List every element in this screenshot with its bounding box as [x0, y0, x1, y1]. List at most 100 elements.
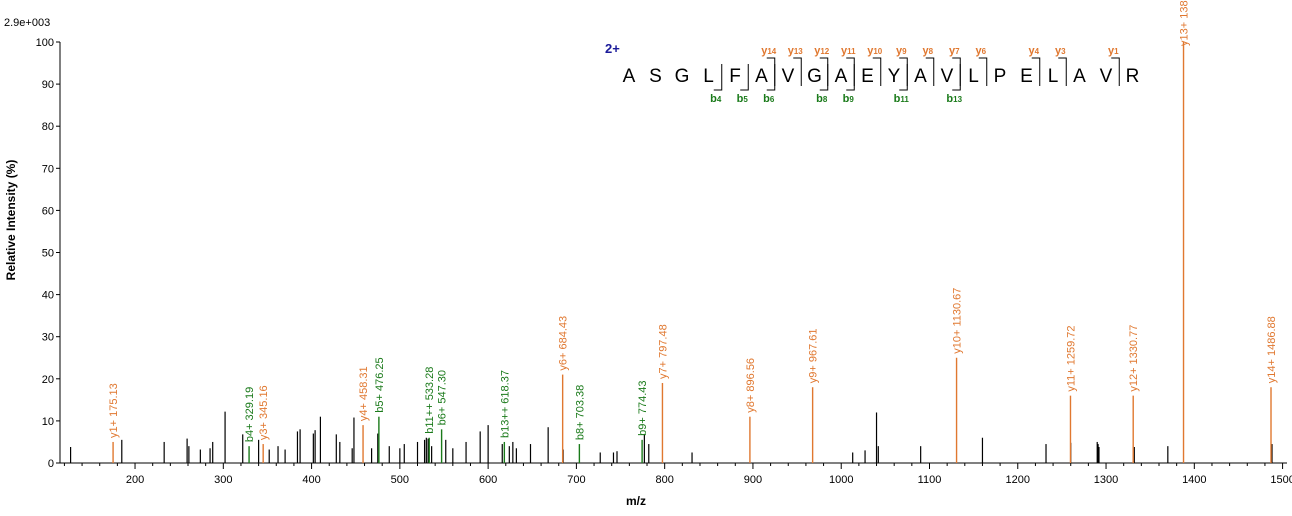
b-ion-label: b4+ 329.19: [244, 387, 256, 442]
y-fragment-label: y1: [1108, 45, 1119, 57]
x-tick-label: 200: [126, 474, 144, 486]
sequence-residue: G: [675, 66, 690, 87]
y-fragment-label: y7: [949, 45, 960, 57]
y-fragment-bracket: [1111, 57, 1120, 86]
b-fragment-label: b13: [946, 93, 962, 105]
y-fragment-label: y10: [867, 45, 883, 57]
y-fragment-bracket: [952, 57, 961, 86]
x-tick-label: 700: [567, 474, 585, 486]
y-tick-label: 50: [42, 248, 54, 260]
y-fragment-bracket: [1031, 57, 1041, 86]
sequence-residue: F: [729, 66, 741, 87]
charge-state-label: 2+: [605, 41, 620, 56]
y-fragment-bracket: [793, 57, 802, 86]
y-fragment-bracket: [766, 57, 776, 86]
b-fragment-number: 13: [953, 95, 962, 104]
sequence-residue: A: [914, 66, 927, 87]
y-fragment-number: 7: [955, 47, 960, 56]
y-fragment-number: 4: [1035, 47, 1040, 56]
y-fragment-label: y4: [1028, 45, 1039, 57]
x-tick-label: 1400: [1182, 474, 1206, 486]
y-fragment-number: 6: [982, 47, 987, 56]
y-ion-label: y1+ 175.13: [108, 383, 120, 438]
sequence-residue: L: [968, 66, 979, 87]
b-fragment-bracket: [766, 64, 776, 91]
y-fragment-bracket: [872, 57, 882, 86]
b-ion-label: b11++ 533.28: [424, 367, 436, 434]
y-ion-label: y7+ 797.48: [657, 324, 669, 379]
b-fragment-bracket: [819, 64, 829, 91]
b-fragment-label: b9: [843, 93, 855, 105]
y-fragment-number: 10: [873, 47, 882, 56]
b-fragment-number: 8: [823, 95, 828, 104]
y-fragment-label: y12: [814, 45, 830, 57]
y-ion-label: y8+ 896.56: [745, 358, 757, 413]
sequence-residue: E: [1020, 66, 1033, 87]
y-tick-label: 90: [42, 79, 54, 91]
y-fragment-bracket: [899, 57, 908, 86]
y-fragment-bracket: [1058, 57, 1067, 86]
sequence-residue: L: [703, 66, 714, 87]
y-fragment-label: y8: [922, 45, 933, 57]
y-tick-label: 0: [48, 458, 54, 470]
x-axis-title: m/z: [626, 494, 646, 508]
peaks: [69, 42, 1273, 463]
sequence-residue: Y: [888, 66, 901, 87]
b-fragment-bracket: [952, 64, 961, 91]
y-tick-label: 10: [42, 416, 54, 428]
y-fragment-label: y11: [841, 45, 856, 57]
sequence-residue: E: [861, 66, 874, 87]
y-fragment-number: 9: [902, 47, 907, 56]
sequence-residue: V: [782, 66, 795, 87]
sequence-residue: S: [649, 66, 662, 87]
x-tick-label: 1300: [1094, 474, 1118, 486]
b-ion-label: b6+ 547.30: [437, 370, 449, 425]
y-fragment-number: 1: [1114, 47, 1119, 56]
sequence-residue: A: [755, 66, 768, 87]
b-ion-label: b9+ 774.43: [637, 380, 649, 435]
sequence-residue: A: [623, 66, 636, 87]
sequence-residue: A: [835, 66, 848, 87]
b-fragment-label: b8: [816, 93, 828, 105]
b-fragment-bracket: [740, 64, 749, 91]
y-fragment-number: 3: [1061, 47, 1066, 56]
b-fragment-label: b6: [763, 93, 775, 105]
x-tick-label: 800: [655, 474, 673, 486]
axes: 0 10 20 30 40 50 60 70 80 90 100 200 300 400 500 600 700…: [36, 37, 1292, 486]
b-ion-label: b5+ 476.25: [374, 357, 386, 412]
x-tick-label: 1100: [918, 474, 942, 486]
y-tick-label: 80: [42, 121, 54, 133]
y-tick-label: 30: [42, 332, 54, 344]
y-fragment-bracket: [846, 57, 855, 86]
x-tick-label: 500: [391, 474, 409, 486]
b-fragment-number: 11: [900, 95, 909, 104]
y-ion-label: y9+ 967.61: [808, 328, 820, 383]
y-ion-label: y11+ 1259.72: [1065, 325, 1077, 391]
y-fragment-label: y3: [1055, 45, 1066, 57]
b-fragment-number: 5: [743, 95, 748, 104]
y-fragment-label: y13: [788, 45, 804, 57]
b-fragment-number: 9: [849, 95, 854, 104]
y-tick-label: 100: [36, 37, 54, 49]
x-tick-label: 1200: [1006, 474, 1030, 486]
y-ion-label: y4+ 458.31: [358, 366, 370, 421]
y-fragment-number: 13: [794, 47, 803, 56]
sequence-residue: R: [1126, 66, 1140, 87]
y-ion-label: y12+ 1330.77: [1128, 325, 1140, 392]
peak-labels: y1+ 175.13 b4+ 329.19 y3+ 345.16 y4+ 458.31…: [108, 0, 1278, 442]
b-ion-label: b8+ 703.38: [574, 385, 586, 440]
y-ion-label: y14+ 1486.88: [1266, 316, 1278, 383]
y-ion-label: y10+ 1130.67: [952, 288, 964, 354]
sequence-residue: G: [807, 66, 822, 87]
y-fragment-number: 12: [820, 47, 829, 56]
b-ion-label: b13++ 618.37: [499, 370, 511, 438]
y-fragment-bracket: [978, 57, 988, 86]
y-ion-label: y13+ 1387.78: [1179, 0, 1191, 46]
b-fragment-number: 6: [770, 95, 775, 104]
y-fragment-label: y14: [761, 45, 777, 57]
b-fragment-label: b4: [710, 93, 722, 105]
y-fragment-number: 8: [929, 47, 934, 56]
y-fragment-label: y9: [896, 45, 907, 57]
y-axis-title: Relative Intensity (%): [4, 160, 18, 281]
